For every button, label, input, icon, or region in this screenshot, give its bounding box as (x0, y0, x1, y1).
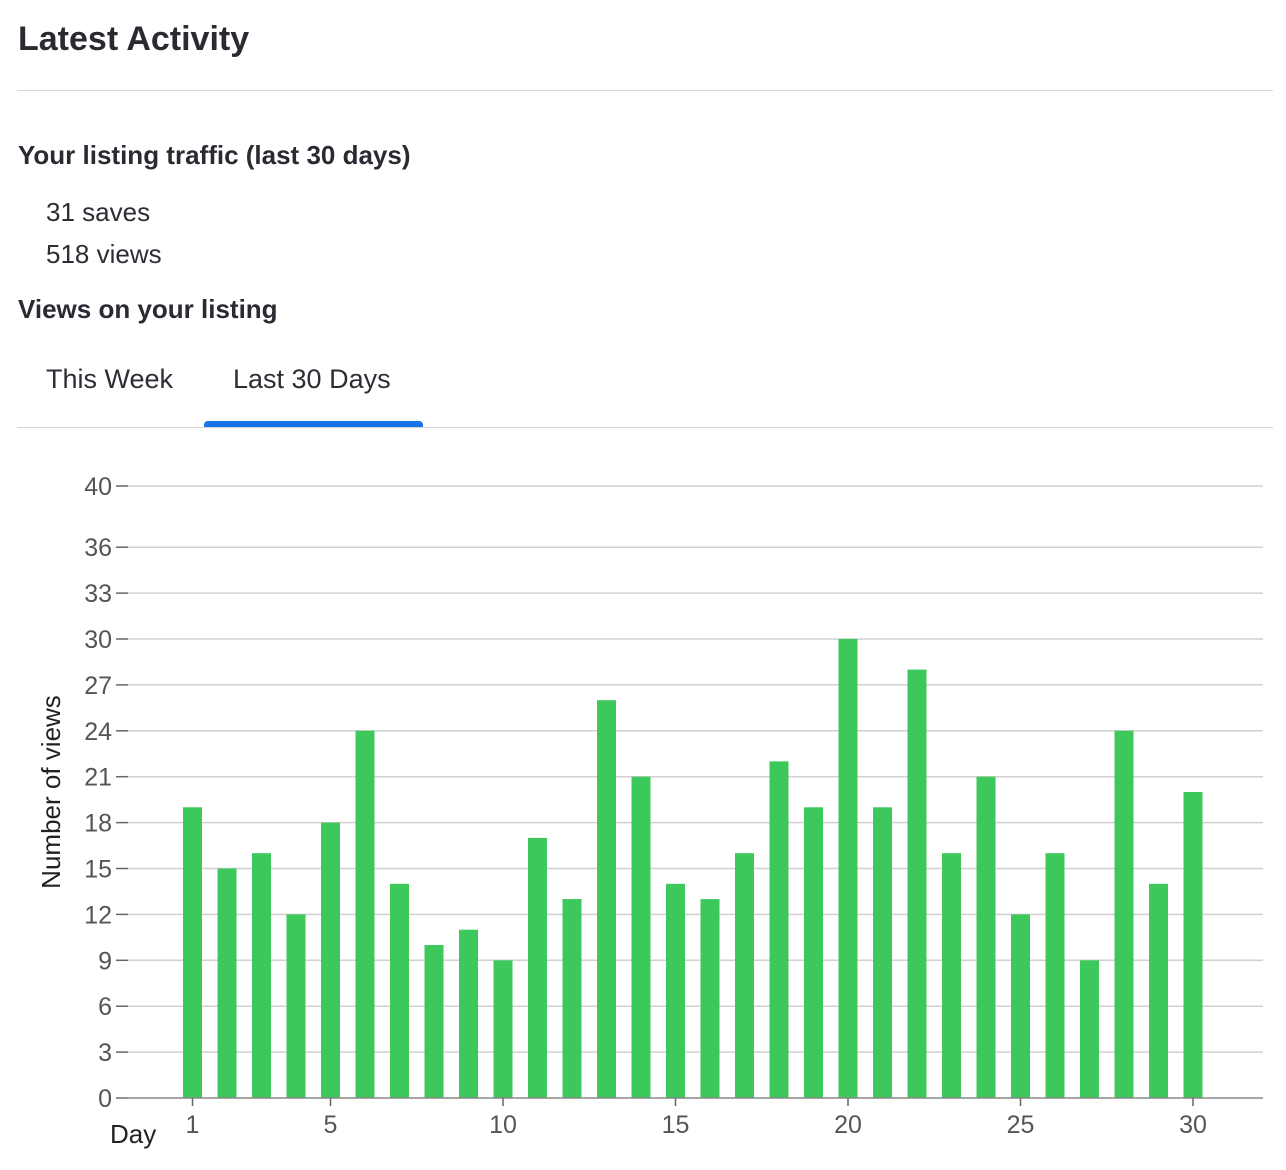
y-tick-label-40: 40 (84, 473, 112, 501)
header-divider (17, 90, 1273, 91)
y-tick-label-27: 27 (84, 672, 112, 700)
tab-last-30-days[interactable]: Last 30 Days (233, 364, 391, 394)
y-tick-label-33: 33 (84, 580, 112, 608)
bar-day-15 (666, 883, 685, 1098)
bar-day-2 (217, 868, 237, 1098)
x-tick-label-20: 20 (834, 1111, 862, 1139)
bar-day-10 (493, 960, 513, 1098)
x-tick-label-1: 1 (186, 1111, 200, 1139)
bar-day-6 (355, 730, 375, 1098)
bar-day-13 (597, 700, 616, 1098)
bar-day-18 (769, 761, 789, 1098)
bar-day-19 (804, 807, 823, 1098)
x-axis-title: Day (110, 1119, 156, 1149)
bar-day-16 (700, 899, 720, 1098)
bar-day-29 (1149, 883, 1168, 1098)
x-tick-label-15: 15 (662, 1111, 690, 1139)
bar-day-1 (183, 807, 202, 1098)
bar-day-4 (286, 914, 306, 1098)
bar-day-30 (1183, 792, 1203, 1098)
bar-day-3 (252, 853, 271, 1098)
bar-day-21 (873, 807, 892, 1098)
bar-day-8 (424, 945, 444, 1098)
bar-day-24 (976, 776, 996, 1098)
y-tick-label-15: 15 (84, 856, 112, 884)
bar-day-11 (528, 837, 547, 1098)
y-tick-label-3: 3 (98, 1039, 112, 1067)
bar-day-27 (1080, 960, 1099, 1098)
y-tick-label-12: 12 (84, 901, 112, 929)
y-tick-label-18: 18 (84, 810, 112, 838)
y-tick-label-0: 0 (98, 1085, 112, 1113)
bar-day-26 (1045, 853, 1065, 1098)
x-tick-label-5: 5 (324, 1111, 338, 1139)
bar-day-17 (735, 853, 754, 1098)
bar-day-7 (390, 883, 409, 1098)
active-tab-indicator (204, 421, 423, 427)
y-tick-label-36: 36 (84, 534, 112, 562)
y-axis-title: Number of views (36, 695, 66, 889)
x-tick-label-30: 30 (1179, 1111, 1207, 1139)
y-tick-label-24: 24 (84, 718, 112, 746)
tab-this-week[interactable]: This Week (46, 364, 174, 394)
views-heading: Views on your listing (18, 294, 278, 324)
x-tick-label-25: 25 (1007, 1111, 1035, 1139)
bar-day-5 (321, 822, 340, 1098)
bar-day-14 (631, 776, 651, 1098)
y-tick-label-6: 6 (98, 993, 112, 1021)
views-count: 518 views (46, 239, 162, 269)
bar-day-20 (838, 639, 858, 1098)
traffic-heading: Your listing traffic (last 30 days) (18, 140, 411, 170)
page-title: Latest Activity (18, 20, 250, 58)
bar-day-25 (1011, 914, 1030, 1098)
y-tick-label-30: 30 (84, 626, 112, 654)
bar-day-22 (907, 669, 927, 1098)
bar-day-28 (1114, 730, 1134, 1098)
bar-day-12 (562, 899, 582, 1098)
tabs-divider (17, 427, 1273, 428)
y-tick-label-21: 21 (84, 764, 112, 792)
bar-day-9 (459, 929, 478, 1098)
x-tick-label-10: 10 (489, 1111, 517, 1139)
bar-day-23 (942, 853, 961, 1098)
y-tick-label-9: 9 (98, 947, 112, 975)
saves-count: 31 saves (46, 197, 151, 227)
